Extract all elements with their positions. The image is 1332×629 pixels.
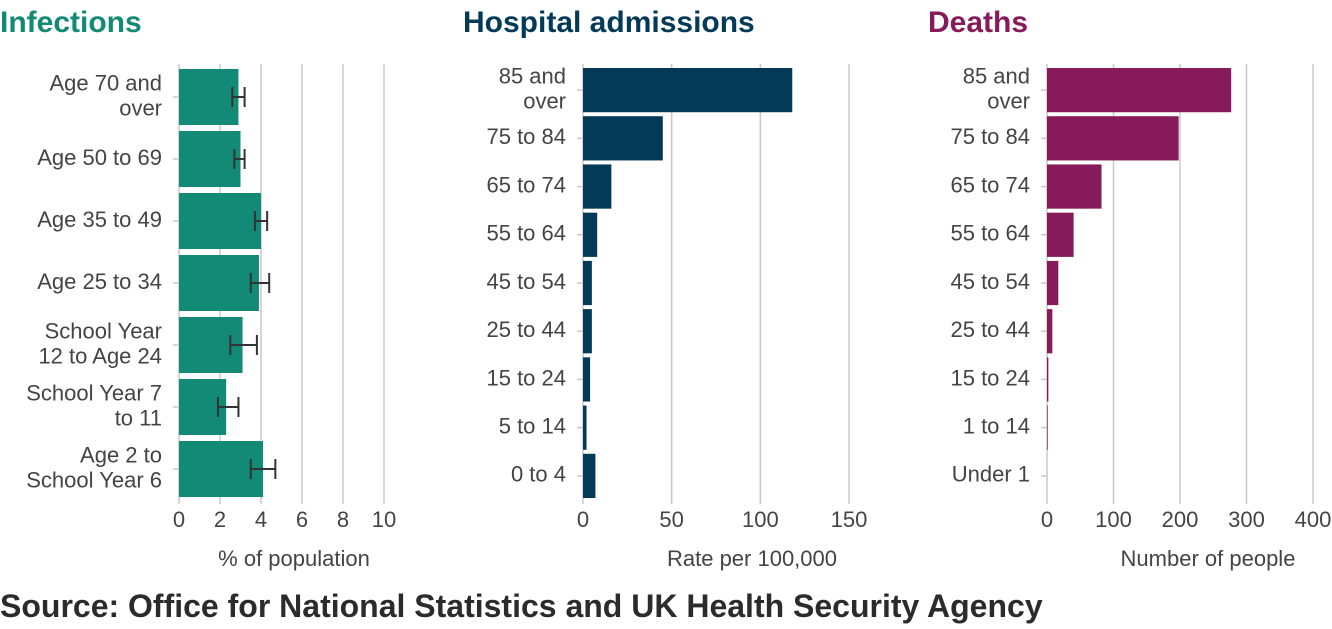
x-tick-label-1-2: 100 — [742, 507, 779, 532]
category-label-1-2-0: 65 to 74 — [486, 172, 566, 197]
category-label-1-6-0: 15 to 24 — [486, 365, 566, 390]
bar-0-6 — [179, 441, 264, 497]
category-label-0-4-0: School Year — [45, 318, 162, 343]
x-tick-label-1-1: 50 — [659, 507, 683, 532]
x-tick-label-0-0: 0 — [173, 507, 185, 532]
x-tick-label-1-3: 150 — [831, 507, 868, 532]
category-label-2-8-0: Under 1 — [952, 462, 1030, 487]
category-label-0-3-0: Age 25 to 34 — [37, 269, 162, 294]
x-tick-label-2-3: 300 — [1228, 507, 1265, 532]
category-label-1-7-0: 5 to 14 — [499, 413, 566, 438]
bar-1-0 — [583, 68, 793, 113]
bar-0-1 — [179, 131, 241, 187]
bar-2-6 — [1047, 357, 1049, 402]
x-tick-label-0-2: 4 — [255, 507, 267, 532]
bar-1-5 — [583, 309, 592, 354]
category-label-2-5-0: 25 to 44 — [950, 317, 1030, 342]
category-label-2-1-0: 75 to 84 — [950, 124, 1030, 149]
bar-2-1 — [1047, 116, 1179, 161]
x-axis-label-1: Rate per 100,000 — [667, 546, 837, 571]
category-label-2-7-0: 1 to 14 — [963, 413, 1030, 438]
category-label-1-1-0: 75 to 84 — [486, 124, 566, 149]
bar-0-3 — [179, 255, 259, 311]
category-label-0-1-0: Age 50 to 69 — [37, 145, 162, 170]
bar-1-8 — [583, 453, 596, 498]
bar-1-6 — [583, 357, 591, 402]
x-axis-label-2: Number of people — [1121, 546, 1296, 571]
bar-2-5 — [1047, 309, 1053, 354]
category-label-0-5-0: School Year 7 — [26, 380, 162, 405]
x-tick-label-2-0: 0 — [1041, 507, 1053, 532]
category-label-1-3-0: 55 to 64 — [486, 221, 566, 246]
category-label-0-0-0: Age 70 and — [49, 70, 162, 95]
x-tick-label-2-4: 400 — [1295, 507, 1332, 532]
category-label-2-6-0: 15 to 24 — [950, 365, 1030, 390]
category-label-0-6-1: School Year 6 — [26, 467, 162, 492]
bar-1-1 — [583, 116, 663, 161]
bar-2-0 — [1047, 68, 1232, 113]
x-tick-label-0-4: 8 — [337, 507, 349, 532]
bar-1-4 — [583, 260, 592, 306]
category-label-1-5-0: 25 to 44 — [486, 317, 566, 342]
bar-2-2 — [1047, 164, 1102, 209]
bar-1-2 — [583, 164, 612, 209]
category-label-0-2-0: Age 35 to 49 — [37, 207, 162, 232]
category-label-2-3-0: 55 to 64 — [950, 221, 1030, 246]
bar-2-7 — [1047, 405, 1048, 450]
bar-0-2 — [179, 193, 261, 249]
x-tick-label-0-5: 10 — [372, 507, 396, 532]
category-label-0-6-0: Age 2 to — [80, 442, 162, 467]
category-label-2-4-0: 45 to 54 — [950, 269, 1030, 294]
category-label-1-0-0: 85 and — [499, 63, 566, 88]
x-tick-label-0-3: 6 — [296, 507, 308, 532]
bar-2-4 — [1047, 260, 1059, 306]
category-label-1-8-0: 0 to 4 — [511, 462, 566, 487]
category-label-0-0-1: over — [119, 95, 162, 120]
panel-title-0: Infections — [0, 6, 142, 39]
category-label-2-0-0: 85 and — [963, 63, 1030, 88]
x-tick-label-1-0: 0 — [577, 507, 589, 532]
category-label-0-5-1: to 11 — [115, 405, 162, 430]
bar-1-7 — [583, 405, 587, 450]
category-label-1-4-0: 45 to 54 — [486, 269, 566, 294]
x-tick-label-2-1: 100 — [1095, 507, 1132, 532]
panel-title-2: Deaths — [928, 6, 1028, 39]
x-axis-label-0: % of population — [218, 546, 370, 571]
category-label-1-0-1: over — [523, 88, 566, 113]
bar-2-3 — [1047, 212, 1074, 257]
panel-title-1: Hospital admissions — [463, 6, 755, 39]
x-tick-label-0-1: 2 — [214, 507, 226, 532]
bar-1-3 — [583, 212, 598, 257]
source-note: Source: Office for National Statistics a… — [0, 588, 1043, 624]
bar-0-0 — [179, 69, 239, 125]
category-label-2-0-1: over — [987, 88, 1030, 113]
x-tick-label-2-2: 200 — [1162, 507, 1199, 532]
category-label-0-4-1: 12 to Age 24 — [38, 343, 162, 368]
category-label-2-2-0: 65 to 74 — [950, 172, 1030, 197]
